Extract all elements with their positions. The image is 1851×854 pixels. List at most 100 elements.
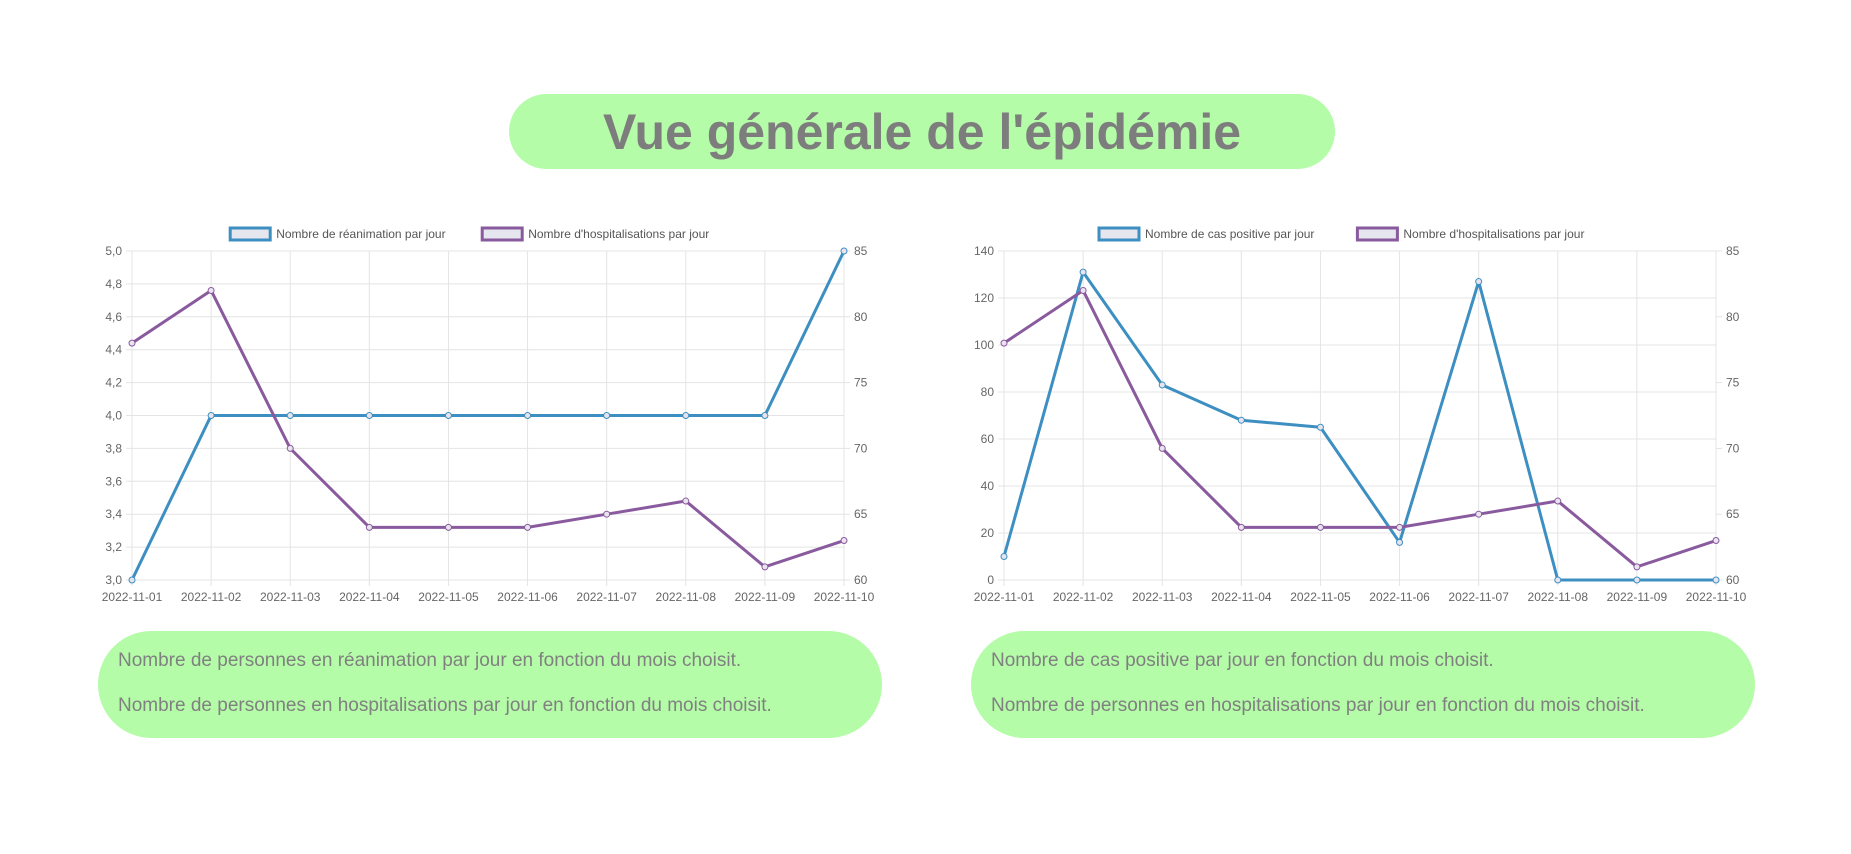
x-tick-label: 2022-11-01 [102,590,163,604]
data-point [603,412,611,419]
data-point [128,576,136,584]
y-left-tick-label: 4,6 [105,310,122,324]
data-point [1316,523,1324,531]
legend-label: Nombre de réanimation par jour [276,227,445,241]
x-tick-label: 2022-11-09 [735,590,796,604]
data-point [1554,576,1562,584]
data-point [1316,423,1324,431]
description-text: Nombre de personnes en réanimation par j… [118,650,742,671]
x-tick-label: 2022-11-05 [418,590,479,604]
x-tick-label: 2022-11-10 [1686,590,1747,604]
y-left-tick-label: 4,8 [105,277,122,291]
y-right-tick-label: 75 [1726,376,1740,390]
y-right-tick-label: 70 [854,441,868,455]
x-tick-label: 2022-11-03 [1132,590,1193,604]
data-point [444,412,452,419]
data-point [1396,538,1404,546]
chart-cas-positive-hospitalisations: 140 120 100 80 60 40 20 0 85 80 75 70 65 60 2022-11-01… [974,226,1747,604]
y-left-tick-label: 120 [974,291,994,305]
y-right-tick-label: 70 [1726,441,1740,455]
x-tick-label: 2022-11-02 [1053,590,1114,604]
page-title: Vue générale de l'épidémie [602,103,1242,160]
y-right-tick-label: 60 [854,573,868,587]
y-left-tick-label: 100 [974,338,994,352]
x-tick-label: 2022-11-09 [1607,590,1668,604]
x-tick-label: 2022-11-03 [260,590,321,604]
data-point [761,563,769,571]
y-left-tick-label: 20 [981,526,995,540]
legend-swatch [480,226,524,242]
data-point [1079,286,1087,294]
data-point [1237,416,1245,424]
data-point [207,286,215,294]
series-line-1 [1002,270,1716,582]
y-right-tick-label: 65 [1726,507,1740,521]
legend-swatch [1097,226,1141,242]
data-point [840,247,848,255]
x-tick-label: 2022-11-06 [497,590,558,604]
data-point [682,497,690,505]
description-right: Nombre de cas positive par jour en fonct… [971,631,1755,738]
data-point [1237,523,1245,531]
data-point [365,412,373,419]
x-tick-label: 2022-11-02 [181,590,242,604]
data-point [1000,339,1008,347]
x-tick-label: 2022-11-05 [1290,590,1351,604]
y-left-tick-label: 140 [974,244,994,258]
data-point [286,412,294,419]
x-tick-label: 2022-11-01 [974,590,1035,604]
x-tick-label: 2022-11-08 [1528,590,1589,604]
data-point [1633,576,1641,584]
y-left-tick-label: 4,4 [105,343,122,357]
data-point [1554,497,1562,505]
legend-label: Nombre de cas positive par jour [1145,227,1314,241]
y-left-tick-label: 4,0 [105,409,122,423]
y-right-tick-label: 75 [854,376,868,390]
description-text: Nombre de personnes en hospitalisations … [991,695,1645,716]
data-point [1158,381,1166,389]
y-left-tick-label: 3,0 [105,573,122,587]
y-left-tick-label: 60 [981,432,995,446]
data-point [761,412,769,419]
legend-label: Nombre d'hospitalisations par jour [1403,227,1584,241]
data-point [286,444,294,452]
data-point [840,537,848,545]
series-line-2 [131,288,845,569]
data-point [444,523,452,531]
y-left-tick-label: 0 [987,573,994,587]
data-point [1475,278,1483,286]
data-point [524,523,532,531]
data-point [365,523,373,531]
data-point [1158,444,1166,452]
x-tick-label: 2022-11-07 [1448,590,1509,604]
data-point [603,510,611,518]
data-point [1633,563,1641,571]
description-left: Nombre de personnes en réanimation par j… [98,631,882,738]
y-left-tick-label: 3,8 [105,441,122,455]
y-left-tick-label: 3,6 [105,474,122,488]
y-left-tick-label: 40 [981,479,995,493]
x-tick-label: 2022-11-04 [339,590,400,604]
legend-label: Nombre d'hospitalisations par jour [528,227,709,241]
y-right-tick-label: 85 [854,244,868,258]
legend-swatch [1355,226,1399,242]
data-point [1475,510,1483,518]
chart-reanimation-hospitalisations: 5,0 4,8 4,6 4,4 4,2 4,0 3,8 3,6 3,4 3,2 3,0 85 80 75 7… [102,226,875,604]
legend-swatch [228,226,272,242]
series-line-2 [1003,288,1717,569]
x-tick-label: 2022-11-07 [576,590,637,604]
series-line-1 [130,250,846,581]
x-tick-label: 2022-11-06 [1369,590,1430,604]
data-point [1712,576,1720,584]
y-right-tick-label: 80 [1726,310,1740,324]
y-left-tick-label: 3,4 [105,507,122,521]
x-tick-label: 2022-11-08 [656,590,717,604]
data-point [1712,537,1720,545]
y-right-tick-label: 65 [854,507,868,521]
y-left-tick-label: 3,2 [105,540,122,554]
data-point [682,412,690,419]
data-point [1396,523,1404,531]
description-text: Nombre de personnes en hospitalisations … [118,695,772,716]
data-point [524,412,532,419]
y-left-tick-label: 5,0 [105,244,122,258]
